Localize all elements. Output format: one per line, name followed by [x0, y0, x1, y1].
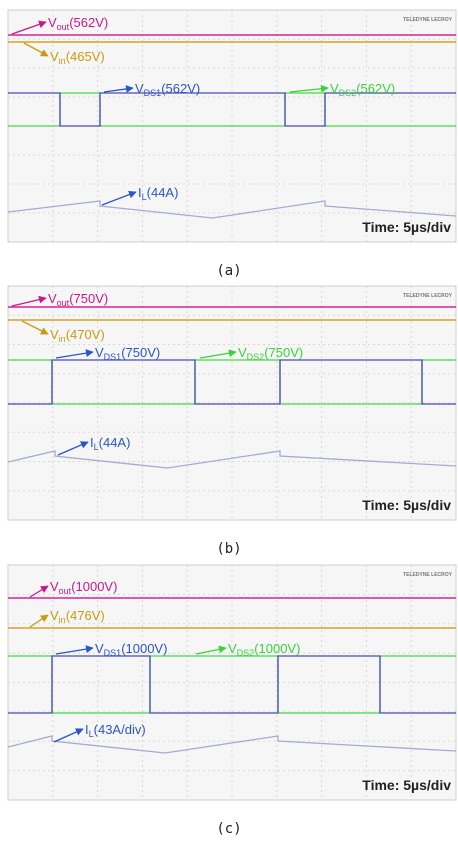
- label-reading: (44A): [99, 435, 131, 450]
- label-symbol: V: [50, 49, 59, 64]
- signal-label: Vin(476V): [50, 608, 105, 625]
- label-subscript: out: [59, 586, 72, 596]
- label-subscript: DS2: [339, 88, 357, 98]
- label-reading: (1000V): [121, 641, 167, 656]
- scope-panel: TELEDYNE LECROYVout(562V)Vin(465V)VDS1(5…: [8, 10, 456, 279]
- label-reading: (750V): [121, 345, 160, 360]
- label-reading: (562V): [356, 81, 395, 96]
- signal-label: Vin(465V): [50, 49, 105, 66]
- scope-panel: TELEDYNE LECROYVout(1000V)Vin(476V)VDS1(…: [8, 565, 456, 837]
- label-subscript: in: [59, 615, 66, 625]
- caption: (b): [216, 541, 241, 557]
- label-reading: (750V): [69, 291, 108, 306]
- label-reading: (465V): [66, 49, 105, 64]
- label-symbol: V: [135, 81, 144, 96]
- label-reading: (1000V): [254, 641, 300, 656]
- scope-logo: TELEDYNE LECROY: [403, 293, 453, 299]
- time-scale: Time: 5µs/div: [362, 777, 451, 793]
- label-symbol: V: [50, 608, 59, 623]
- label-subscript: in: [59, 334, 66, 344]
- scope-logo: TELEDYNE LECROY: [403, 17, 453, 23]
- label-reading: (476V): [66, 608, 105, 623]
- label-reading: (1000V): [71, 579, 117, 594]
- label-subscript: out: [57, 298, 70, 308]
- label-subscript: in: [59, 56, 66, 66]
- label-subscript: DS2: [237, 648, 255, 658]
- label-reading: (43A/div): [94, 722, 146, 737]
- caption: (a): [216, 263, 241, 279]
- scope-logo: TELEDYNE LECROY: [403, 572, 453, 578]
- signal-label: IL(43A/div): [85, 722, 146, 739]
- label-subscript: DS1: [104, 648, 122, 658]
- caption: (c): [216, 821, 241, 837]
- label-symbol: V: [228, 641, 237, 656]
- label-subscript: DS1: [104, 352, 122, 362]
- label-reading: (750V): [264, 345, 303, 360]
- figure: TELEDYNE LECROYVout(562V)Vin(465V)VDS1(5…: [0, 0, 458, 841]
- label-subscript: DS2: [247, 352, 265, 362]
- label-reading: (562V): [161, 81, 200, 96]
- label-symbol: V: [95, 641, 104, 656]
- label-subscript: DS1: [144, 88, 162, 98]
- signal-label: Vin(470V): [50, 327, 105, 344]
- label-reading: (562V): [69, 15, 108, 30]
- time-scale: Time: 5µs/div: [362, 497, 451, 513]
- label-symbol: V: [48, 15, 57, 30]
- label-symbol: V: [330, 81, 339, 96]
- label-reading: (470V): [66, 327, 105, 342]
- scope-panel: TELEDYNE LECROYVout(750V)Vin(470V)VDS1(7…: [8, 286, 456, 557]
- label-symbol: V: [238, 345, 247, 360]
- label-symbol: V: [50, 327, 59, 342]
- label-symbol: V: [50, 579, 59, 594]
- label-subscript: out: [57, 22, 70, 32]
- label-symbol: V: [48, 291, 57, 306]
- time-scale: Time: 5µs/div: [362, 219, 451, 235]
- label-reading: (44A): [147, 185, 179, 200]
- page: TELEDYNE LECROYVout(562V)Vin(465V)VDS1(5…: [0, 0, 458, 841]
- label-symbol: V: [95, 345, 104, 360]
